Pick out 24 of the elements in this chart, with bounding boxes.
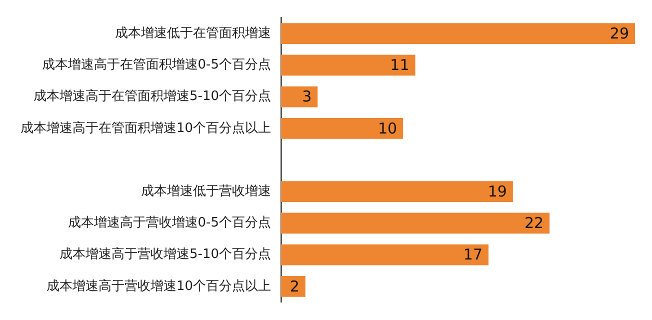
data-label: 19 [488, 182, 507, 200]
y-tick-label: 成本增速高于营收增速0-5个百分点 [68, 214, 271, 231]
y-tick-label: 成本增速低于营收增速 [141, 184, 271, 199]
data-label: 29 [610, 24, 629, 42]
data-label: 22 [524, 214, 544, 232]
bar [281, 54, 416, 76]
y-tick-label: 成本增速高于营收增速5-10个百分点 [59, 246, 271, 262]
y-tick-label: 成本增速高于在管面积增速5-10个百分点 [33, 88, 271, 104]
y-tick-label: 成本增速高于在管面积增速10个百分点以上 [20, 120, 271, 136]
y-tick-label: 成本增速低于在管面积增速 [115, 26, 271, 41]
y-tick-label: 成本增速高于在管面积增速0-5个百分点 [42, 56, 271, 73]
data-label: 10 [378, 119, 398, 138]
bar [281, 23, 635, 44]
data-label: 2 [290, 277, 300, 296]
bar [281, 181, 513, 202]
y-tick-label: 成本增速高于营收增速10个百分点以上 [46, 278, 271, 294]
bar [281, 86, 318, 108]
bar [281, 118, 404, 139]
bar [281, 244, 489, 266]
bar [281, 212, 550, 234]
bar [281, 276, 306, 297]
data-label: 17 [463, 246, 483, 264]
data-label: 11 [390, 56, 410, 74]
data-label: 3 [302, 88, 312, 106]
